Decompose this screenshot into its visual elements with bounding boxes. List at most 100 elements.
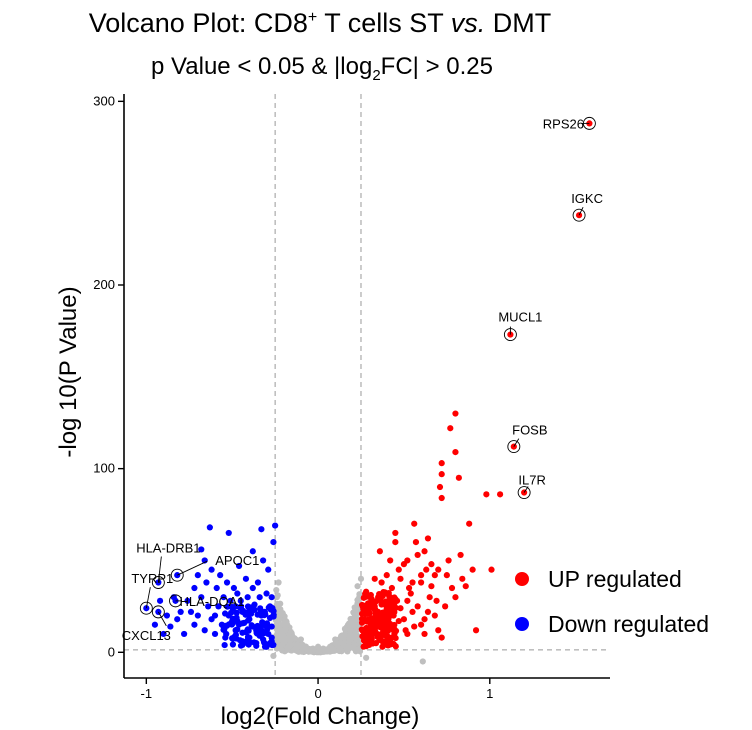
up-point xyxy=(421,630,428,638)
down-point xyxy=(220,594,227,601)
ns-point xyxy=(277,612,284,619)
down-point xyxy=(257,605,264,612)
down-point xyxy=(160,630,167,638)
ns-point xyxy=(354,583,361,590)
title-text-a: Volcano Plot: CD8 xyxy=(89,8,308,38)
ns-point xyxy=(419,658,426,665)
up-point xyxy=(397,575,404,582)
down-point xyxy=(261,621,268,628)
up-point xyxy=(375,608,382,615)
up-point xyxy=(496,491,504,498)
down-point xyxy=(237,603,245,610)
up-point xyxy=(426,594,433,601)
label-leader-line xyxy=(578,207,584,216)
down-point xyxy=(270,612,277,619)
x-axis-label: log2(Fold Change) xyxy=(221,703,420,730)
ns-point xyxy=(273,594,280,601)
up-point xyxy=(417,621,425,628)
ns-point xyxy=(349,634,356,641)
up-point xyxy=(421,616,428,623)
ns-point xyxy=(357,575,365,582)
up-point xyxy=(359,603,366,610)
down-point xyxy=(231,633,238,640)
down-point xyxy=(194,572,201,579)
down-point xyxy=(223,579,231,586)
down-point xyxy=(258,627,265,634)
up-point xyxy=(438,471,445,478)
down-point xyxy=(233,609,240,616)
legend-marker xyxy=(515,572,529,586)
down-point xyxy=(256,632,263,639)
ns-point xyxy=(284,645,291,652)
up-point xyxy=(435,566,442,573)
ns-point xyxy=(292,645,299,652)
up-point xyxy=(366,638,373,645)
labeled-gene-ring xyxy=(151,576,165,589)
down-point xyxy=(242,575,250,582)
up-point xyxy=(421,548,428,555)
ns-point xyxy=(332,636,339,643)
down-point xyxy=(201,627,208,634)
up-point xyxy=(455,474,462,481)
ns-point xyxy=(270,652,277,660)
down-point xyxy=(272,522,279,529)
down-point xyxy=(245,641,252,648)
label-leader-line xyxy=(157,556,162,583)
up-point xyxy=(378,619,385,627)
up-point xyxy=(483,491,490,498)
down-point xyxy=(208,566,215,573)
down-point xyxy=(223,622,231,629)
title-text-c: DMT xyxy=(485,8,551,38)
down-point xyxy=(270,539,277,546)
legend: UP regulated Down regulated xyxy=(515,566,709,637)
up-point xyxy=(472,627,480,634)
up-point xyxy=(360,594,367,601)
down-point xyxy=(151,621,159,628)
up-point xyxy=(366,616,373,623)
up-point xyxy=(411,623,418,630)
up-point xyxy=(411,520,418,527)
down-point xyxy=(177,608,184,615)
up-point xyxy=(395,566,402,573)
label-leader-line xyxy=(523,486,529,493)
up-point xyxy=(371,603,378,610)
ns-point xyxy=(287,628,294,635)
y-tick-label: 200 xyxy=(93,277,115,292)
down-point xyxy=(163,612,171,619)
label-leader-line xyxy=(513,438,520,447)
down-point xyxy=(239,638,246,645)
down-point xyxy=(227,597,234,604)
down-point xyxy=(266,603,274,610)
label-leader-line xyxy=(177,560,208,576)
down-point xyxy=(244,594,251,601)
down-point xyxy=(235,562,243,570)
down-point xyxy=(241,619,248,627)
down-point xyxy=(230,584,238,592)
down-point xyxy=(232,603,239,610)
up-point xyxy=(376,548,383,555)
title-italic: vs. xyxy=(451,8,486,38)
down-point xyxy=(205,603,212,610)
down-point xyxy=(235,621,243,628)
up-point xyxy=(452,449,459,456)
ns-point xyxy=(275,579,282,586)
legend-marker xyxy=(515,617,529,631)
up-point xyxy=(488,566,495,573)
down-point xyxy=(251,601,258,608)
ns-point xyxy=(349,621,356,628)
up-point xyxy=(395,617,402,625)
down-point xyxy=(225,612,232,619)
labeled-gene-ring xyxy=(572,208,586,222)
ns-point xyxy=(280,621,287,628)
chart-title: Volcano Plot: CD8+ T cells ST vs. DMT xyxy=(89,8,552,38)
ns-point xyxy=(326,643,334,650)
gene-label: FOSB xyxy=(512,423,547,438)
labeled-gene-ring xyxy=(517,486,531,499)
up-point xyxy=(424,535,432,542)
up-point xyxy=(383,572,390,579)
labeled-gene-ring xyxy=(507,440,521,454)
up-point xyxy=(404,597,411,604)
y-axis-label: -log 10(P Value) xyxy=(55,286,82,457)
down-point xyxy=(174,616,181,623)
